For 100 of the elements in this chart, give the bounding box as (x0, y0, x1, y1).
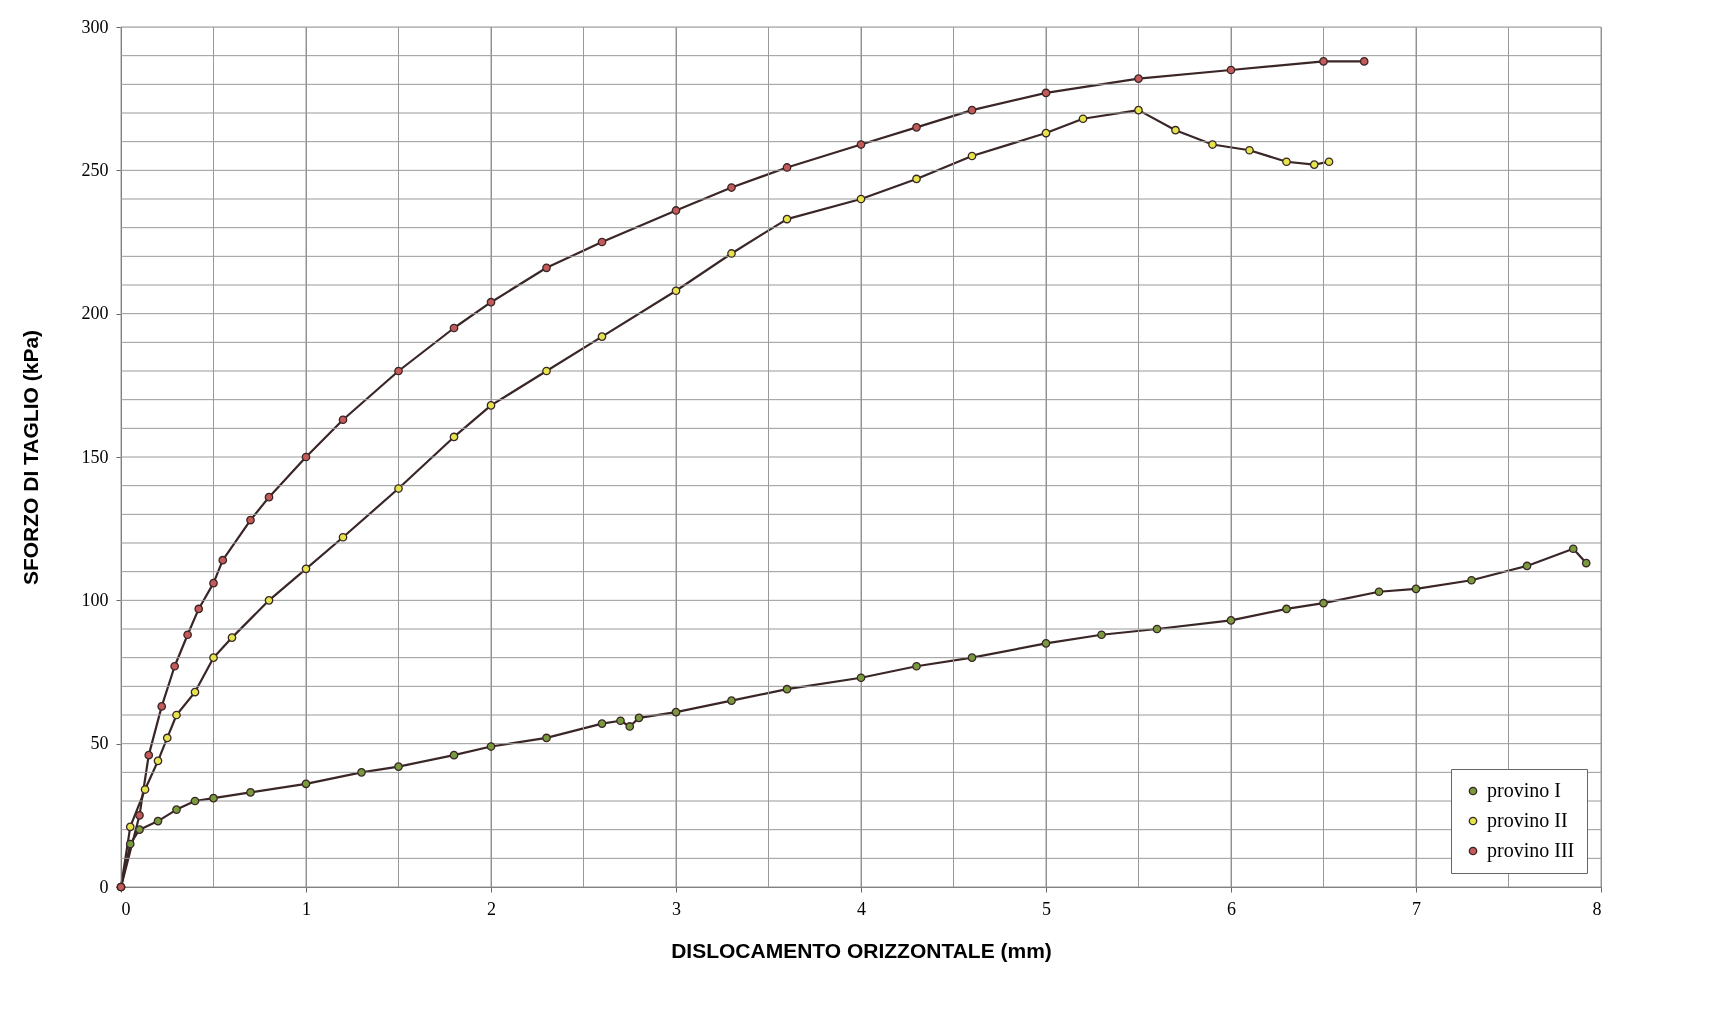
point (209, 578, 218, 588)
point (1282, 157, 1291, 167)
point (542, 733, 551, 743)
point (449, 432, 459, 442)
y-axis-title: SFORZO DI TAGLIO (kPa) (18, 329, 42, 586)
legend-label: provino I (1487, 779, 1561, 802)
point (967, 653, 977, 663)
point (1152, 624, 1162, 634)
point (1041, 128, 1051, 138)
legend-label: provino II (1487, 809, 1568, 832)
x-tick-label: 6 (1227, 898, 1236, 919)
point (1568, 544, 1578, 554)
point (1319, 598, 1328, 608)
point (209, 653, 218, 663)
point (1245, 145, 1254, 155)
point (1581, 558, 1591, 568)
point (194, 604, 204, 614)
point (542, 263, 551, 273)
y-tick-label: 150 (81, 446, 109, 467)
legend-label: provino III (1487, 839, 1575, 862)
x-tick-label: 4 (857, 898, 866, 919)
point (1078, 114, 1088, 124)
point (727, 696, 736, 706)
point (183, 630, 192, 640)
point (727, 183, 736, 192)
point (135, 825, 144, 835)
point (125, 822, 135, 832)
point (486, 742, 496, 751)
point (782, 163, 792, 172)
point (1041, 638, 1051, 648)
point (140, 785, 150, 794)
point (671, 206, 681, 215)
y-tick-label: 250 (81, 159, 109, 180)
point (338, 532, 348, 542)
point (264, 492, 274, 502)
point (1522, 561, 1532, 571)
y-tick-label: 100 (81, 589, 109, 610)
point (338, 415, 348, 425)
x-tick-label: 7 (1412, 898, 1421, 919)
x-tick-label: 8 (1592, 898, 1602, 919)
y-tick-label: 0 (99, 876, 109, 897)
point (727, 249, 736, 258)
point (162, 733, 172, 743)
point (218, 555, 228, 565)
point (157, 702, 167, 711)
point (1374, 587, 1384, 597)
point (1411, 584, 1421, 594)
x-tick-label: 5 (1042, 898, 1051, 919)
x-tick-label: 0 (121, 898, 131, 919)
point (264, 595, 274, 605)
point (912, 122, 921, 132)
point (1226, 65, 1236, 75)
point (486, 401, 496, 410)
point (671, 707, 681, 717)
point (967, 151, 977, 161)
point (1134, 74, 1143, 83)
point (1282, 604, 1291, 614)
point (597, 719, 607, 728)
point (135, 810, 144, 820)
point (301, 779, 311, 789)
point (246, 788, 255, 797)
point (190, 796, 200, 806)
point (634, 713, 644, 723)
point (190, 687, 200, 697)
point (172, 710, 181, 720)
point (209, 793, 218, 803)
point (782, 214, 792, 224)
point (1324, 157, 1334, 167)
point (394, 762, 403, 771)
point (246, 515, 255, 525)
point (227, 633, 237, 642)
point (1171, 125, 1180, 135)
point (357, 767, 366, 777)
point (449, 323, 459, 333)
point (301, 452, 311, 462)
point (1319, 57, 1328, 66)
point (1208, 140, 1217, 149)
point (967, 105, 977, 115)
x-axis-title: DISLOCAMENTO ORIZZONTALE (mm) (671, 938, 1052, 962)
x-tick-label: 1 (302, 898, 311, 919)
point (671, 286, 681, 296)
point (394, 484, 403, 493)
point (912, 661, 921, 671)
point (625, 722, 635, 731)
point (616, 716, 625, 726)
point (782, 684, 792, 694)
point (1359, 57, 1369, 66)
point (542, 366, 551, 376)
point (912, 174, 921, 184)
point (1097, 630, 1106, 640)
point (1467, 575, 1476, 585)
y-tick-label: 50 (90, 733, 109, 754)
point (301, 564, 311, 574)
point (153, 756, 163, 766)
point (856, 194, 866, 204)
y-tick-label: 300 (81, 16, 109, 37)
point (856, 673, 866, 683)
y-tick-label: 200 (81, 303, 109, 324)
point (1041, 88, 1051, 98)
x-tick-label: 2 (487, 898, 496, 919)
